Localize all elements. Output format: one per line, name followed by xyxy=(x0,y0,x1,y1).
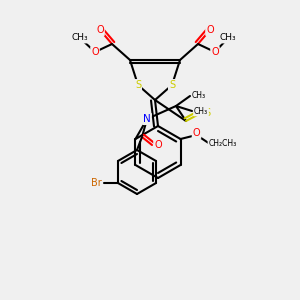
Text: S: S xyxy=(169,80,175,90)
Text: CH₃: CH₃ xyxy=(72,34,88,43)
Text: CH₃: CH₃ xyxy=(194,106,208,116)
Text: CH₃: CH₃ xyxy=(192,92,206,100)
Text: CH₂CH₃: CH₂CH₃ xyxy=(208,139,237,148)
Text: N: N xyxy=(143,114,151,124)
Text: O: O xyxy=(91,47,99,57)
Text: O: O xyxy=(96,25,104,35)
Text: O: O xyxy=(193,128,200,138)
Text: O: O xyxy=(154,140,162,150)
Text: S: S xyxy=(204,108,210,118)
Text: O: O xyxy=(211,47,219,57)
Text: CH₃: CH₃ xyxy=(220,34,236,43)
Text: Br: Br xyxy=(91,178,101,188)
Text: O: O xyxy=(206,25,214,35)
Text: S: S xyxy=(135,80,141,90)
